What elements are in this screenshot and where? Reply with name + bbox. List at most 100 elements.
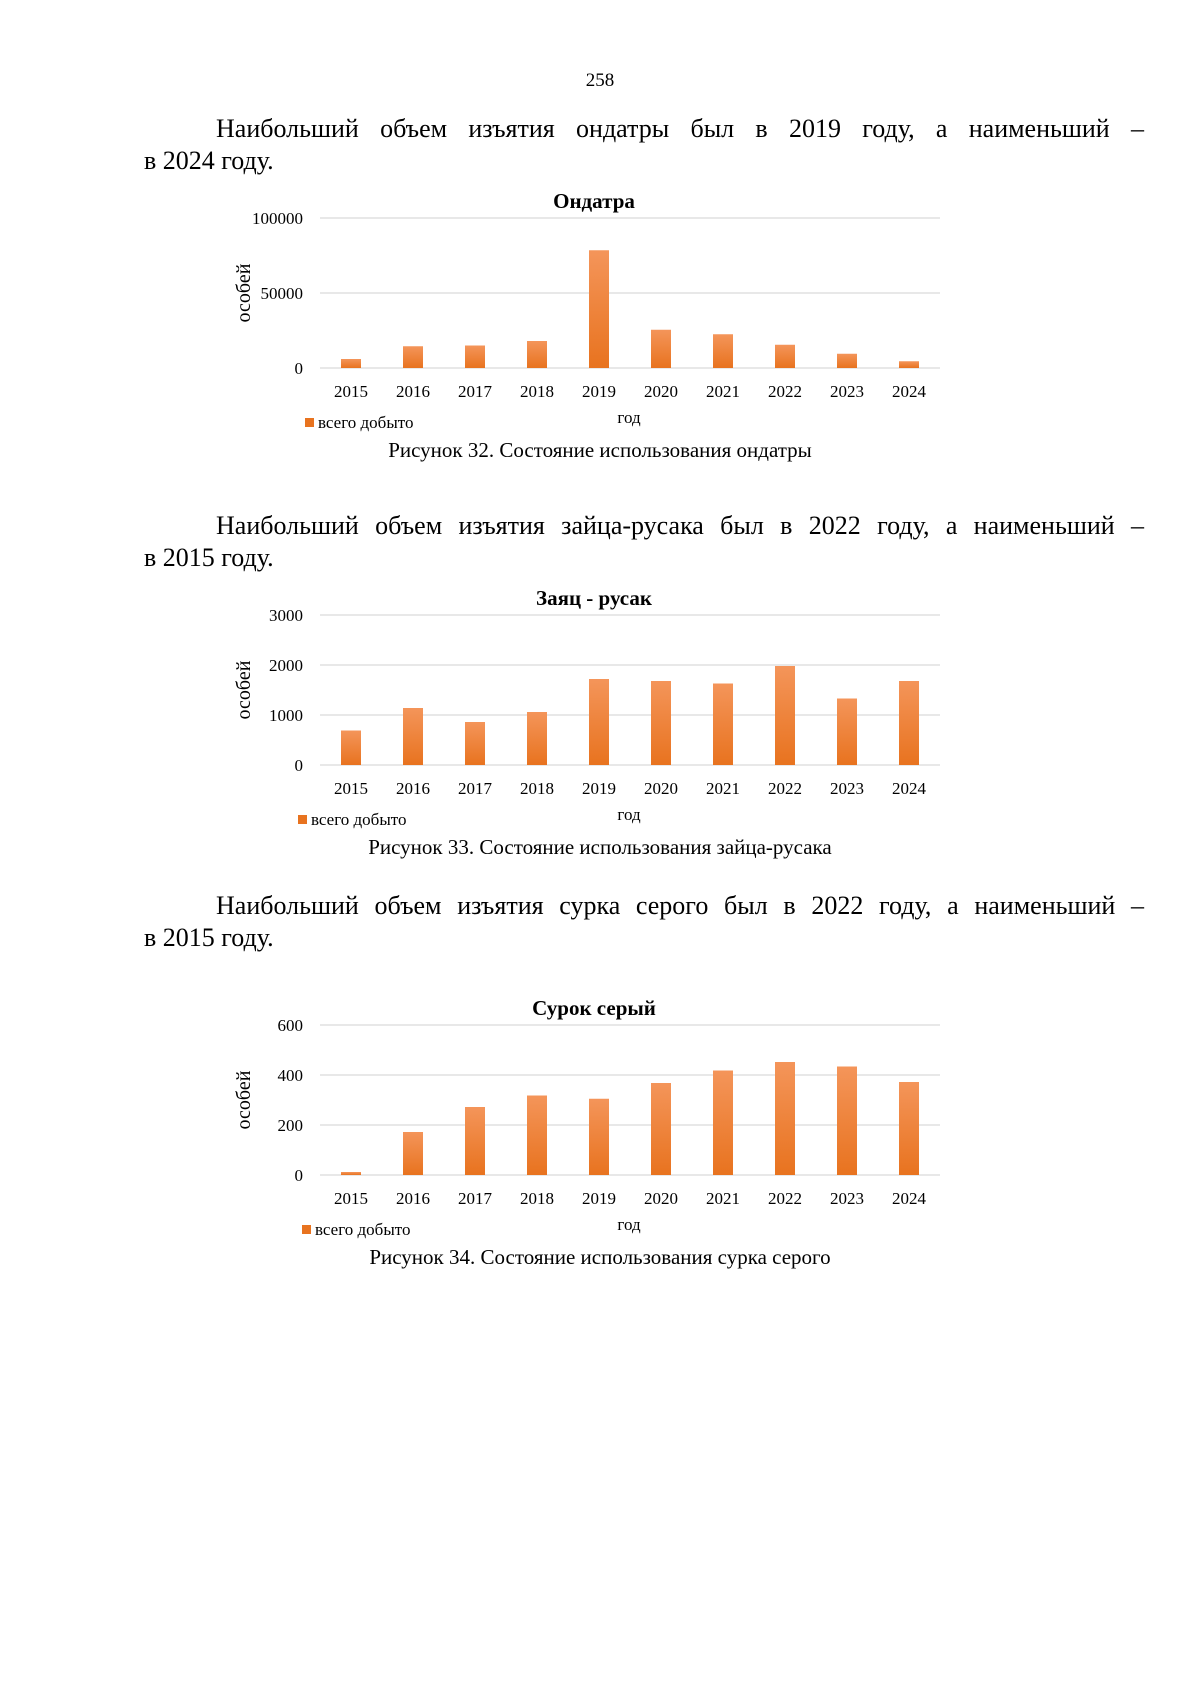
bar xyxy=(651,681,671,765)
x-tick-label: 2022 xyxy=(768,382,802,401)
y-axis-label: особей xyxy=(233,1070,255,1129)
bar xyxy=(713,683,733,765)
x-tick-label: 2020 xyxy=(644,382,678,401)
x-tick-label: 2018 xyxy=(520,1189,554,1208)
x-tick-label: 2022 xyxy=(768,1189,802,1208)
paragraph-line: Наибольший объем изъятия сурка серого бы… xyxy=(216,891,1144,920)
x-tick-label: 2020 xyxy=(644,779,678,798)
x-axis-label: год xyxy=(617,1215,641,1234)
page-number: 258 xyxy=(585,70,615,91)
bar xyxy=(651,1083,671,1175)
legend-label: всего добыто xyxy=(311,810,406,829)
bar xyxy=(589,250,609,368)
figure-caption: Рисунок 32. Состояние использования онда… xyxy=(388,438,812,462)
x-tick-label: 2020 xyxy=(644,1189,678,1208)
legend-swatch xyxy=(302,1225,311,1234)
chart-marmot: Сурок серый 0 200 400 600 2015 2016 2017 2018 201… xyxy=(233,996,940,1239)
bar xyxy=(899,1082,919,1175)
bar xyxy=(775,1062,795,1175)
x-tick-label: 2022 xyxy=(768,779,802,798)
bar xyxy=(341,730,361,765)
chart-title: Ондатра xyxy=(553,189,635,213)
x-tick-label: 2017 xyxy=(458,1189,493,1208)
y-tick-label: 200 xyxy=(278,1116,304,1135)
chart-title: Сурок серый xyxy=(532,996,656,1020)
x-tick-label: 2021 xyxy=(706,1189,740,1208)
x-tick-label: 2019 xyxy=(582,779,616,798)
legend-label: всего добыто xyxy=(315,1220,410,1239)
bar xyxy=(899,361,919,368)
x-tick-label: 2019 xyxy=(582,382,616,401)
chart-title: Заяц - русак xyxy=(536,586,653,610)
y-tick-label: 0 xyxy=(295,756,304,775)
x-tick-label: 2023 xyxy=(830,779,864,798)
x-tick-label: 2021 xyxy=(706,382,740,401)
bar xyxy=(403,1132,423,1175)
x-tick-label: 2019 xyxy=(582,1189,616,1208)
x-tick-label: 2016 xyxy=(396,1189,430,1208)
y-tick-label: 0 xyxy=(295,1166,304,1185)
chart-muskrat: Ондатра 0 50000 100000 2015 2016 2017 2018 2019 2… xyxy=(233,189,940,432)
legend-swatch xyxy=(298,815,307,824)
paragraph-line: Наибольший объем изъятия зайца-русака бы… xyxy=(216,511,1144,540)
x-tick-label: 2015 xyxy=(334,382,368,401)
x-tick-label: 2017 xyxy=(458,382,493,401)
bar xyxy=(837,353,857,368)
bar xyxy=(403,346,423,368)
paragraph-marmot: Наибольший объем изъятия сурка серого бы… xyxy=(144,890,1144,954)
y-tick-label: 2000 xyxy=(269,656,303,675)
x-tick-label: 2016 xyxy=(396,779,430,798)
paragraph-hare: Наибольший объем изъятия зайца-русака бы… xyxy=(144,510,1144,574)
bar xyxy=(775,666,795,765)
y-axis-label: особей xyxy=(233,263,255,322)
x-tick-label: 2024 xyxy=(892,382,927,401)
x-tick-label: 2021 xyxy=(706,779,740,798)
x-tick-label: 2018 xyxy=(520,382,554,401)
figure-caption: Рисунок 33. Состояние использования зайц… xyxy=(368,835,832,859)
bar xyxy=(403,708,423,765)
bar xyxy=(527,341,547,368)
chart-hare: Заяц - русак 0 1000 2000 3000 2015 2016 2017 201… xyxy=(233,586,940,829)
x-tick-label: 2024 xyxy=(892,1189,927,1208)
bar xyxy=(713,1070,733,1175)
y-tick-label: 600 xyxy=(278,1016,304,1035)
bar xyxy=(837,1066,857,1175)
x-axis-label: год xyxy=(617,408,641,427)
bar xyxy=(465,1107,485,1175)
paragraph-line: в 2015 году. xyxy=(144,923,274,952)
y-axis-label: особей xyxy=(233,660,255,719)
x-tick-label: 2015 xyxy=(334,779,368,798)
x-tick-label: 2018 xyxy=(520,779,554,798)
y-tick-label: 50000 xyxy=(261,284,304,303)
paragraph-line: в 2015 году. xyxy=(144,543,274,572)
bar xyxy=(341,359,361,368)
bar xyxy=(527,712,547,765)
x-tick-label: 2024 xyxy=(892,779,927,798)
bar xyxy=(837,698,857,765)
bar xyxy=(465,345,485,368)
y-tick-label: 1000 xyxy=(269,706,303,725)
x-tick-label: 2017 xyxy=(458,779,493,798)
bar xyxy=(775,344,795,368)
bar xyxy=(589,1098,609,1175)
legend-swatch xyxy=(305,418,314,427)
bar xyxy=(589,679,609,765)
bar xyxy=(341,1172,361,1175)
x-tick-label: 2016 xyxy=(396,382,430,401)
paragraph-muskrat: Наибольший объем изъятия ондатры был в 2… xyxy=(144,113,1144,177)
legend-label: всего добыто xyxy=(318,413,413,432)
x-tick-label: 2023 xyxy=(830,382,864,401)
paragraph-line: Наибольший объем изъятия ондатры был в 2… xyxy=(216,114,1144,143)
bar xyxy=(651,329,671,368)
bar xyxy=(527,1095,547,1175)
x-axis-label: год xyxy=(617,805,641,824)
y-tick-label: 400 xyxy=(278,1066,304,1085)
paragraph-line: в 2024 году. xyxy=(144,146,274,175)
y-tick-label: 100000 xyxy=(252,209,303,228)
y-tick-label: 0 xyxy=(295,359,304,378)
figure-caption: Рисунок 34. Состояние использования сурк… xyxy=(369,1245,831,1269)
bar xyxy=(713,334,733,368)
bar xyxy=(899,681,919,765)
x-tick-label: 2015 xyxy=(334,1189,368,1208)
bar xyxy=(465,722,485,765)
